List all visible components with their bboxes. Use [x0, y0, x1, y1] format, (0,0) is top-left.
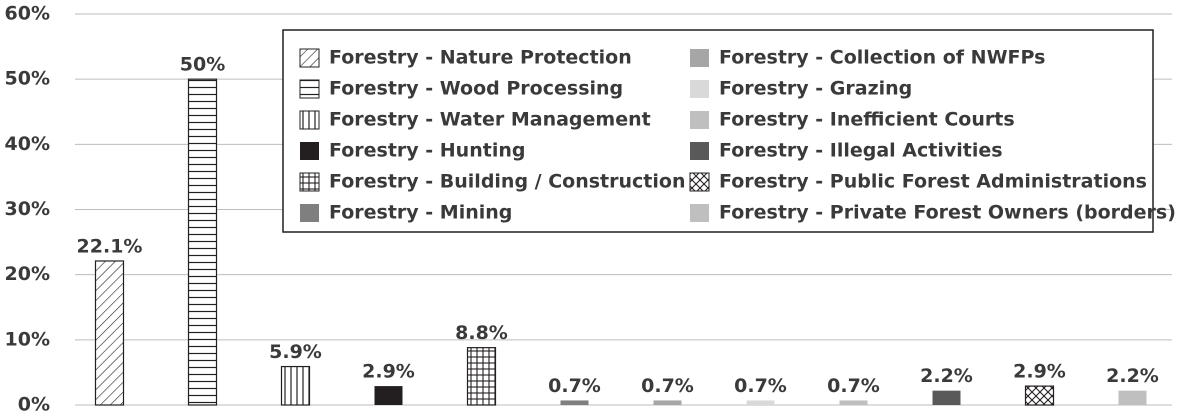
legend-swatch	[300, 142, 319, 160]
bar	[187, 78, 218, 406]
y-tick-label: 0%	[18, 394, 50, 414]
bar	[280, 365, 311, 406]
y-tick-label: 20%	[5, 263, 50, 285]
legend-swatch	[300, 204, 319, 222]
legend-label: Forestry - Water Management	[329, 109, 651, 131]
legend-box	[282, 29, 1154, 233]
value-label: 0.7%	[641, 375, 694, 397]
value-label: 50%	[180, 54, 225, 76]
y-tick-label: 30%	[5, 198, 50, 220]
value-label: 0.7%	[548, 375, 601, 397]
legend-label: Forestry - Public Forest Administrations	[719, 171, 1147, 193]
y-tick-label: 50%	[5, 68, 50, 90]
legend-label: Forestry - Nature Protection	[329, 47, 632, 69]
legend-label: Forestry - Wood Processing	[329, 78, 623, 100]
legend-label: Forestry - Collection of NWFPs	[719, 47, 1045, 69]
y-tick-label: 40%	[5, 133, 50, 155]
bar	[746, 400, 775, 405]
legend-swatch	[299, 48, 320, 68]
legend-swatch	[690, 111, 709, 129]
value-label: 5.9%	[269, 341, 322, 363]
legend-swatch	[690, 204, 709, 222]
bar	[94, 260, 125, 406]
legend-label: Forestry - Mining	[329, 202, 512, 224]
value-label: 2.9%	[1013, 361, 1066, 383]
legend-swatch	[690, 80, 709, 98]
bar	[932, 390, 961, 405]
legend-label: Forestry - Hunting	[329, 140, 525, 162]
legend-label: Forestry - Grazing	[719, 78, 912, 100]
legend-swatch	[299, 79, 320, 99]
bar	[374, 386, 403, 405]
legend-swatch	[299, 172, 320, 192]
y-tick-label: 60%	[5, 3, 50, 25]
bar	[560, 400, 589, 405]
legend-label: Forestry - Building / Construction	[329, 171, 685, 193]
value-label: 8.8%	[455, 322, 508, 344]
bar	[1118, 390, 1147, 405]
value-label: 2.9%	[362, 361, 415, 383]
bar	[839, 400, 868, 405]
legend-label: Forestry - Private Forest Owners (border…	[719, 202, 1176, 224]
value-label: 22.1%	[77, 235, 143, 257]
legend-label: Forestry - Illegal Activities	[719, 140, 1003, 162]
y-tick-label: 10%	[5, 328, 50, 350]
legend-swatch	[689, 172, 710, 192]
legend-swatch	[299, 110, 320, 130]
bar	[653, 400, 682, 405]
legend-label: Forestry - Inefficient Courts	[719, 109, 1015, 131]
value-label: 2.2%	[920, 365, 973, 387]
legend-swatch	[690, 142, 709, 160]
value-label: 2.2%	[1106, 365, 1159, 387]
bar	[466, 347, 497, 406]
value-label: 0.7%	[827, 375, 880, 397]
value-label: 0.7%	[734, 375, 787, 397]
bar	[1024, 385, 1055, 406]
legend-swatch	[690, 49, 709, 67]
